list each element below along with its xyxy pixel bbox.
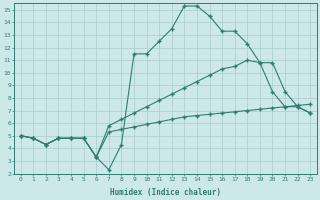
X-axis label: Humidex (Indice chaleur): Humidex (Indice chaleur) — [110, 188, 221, 197]
